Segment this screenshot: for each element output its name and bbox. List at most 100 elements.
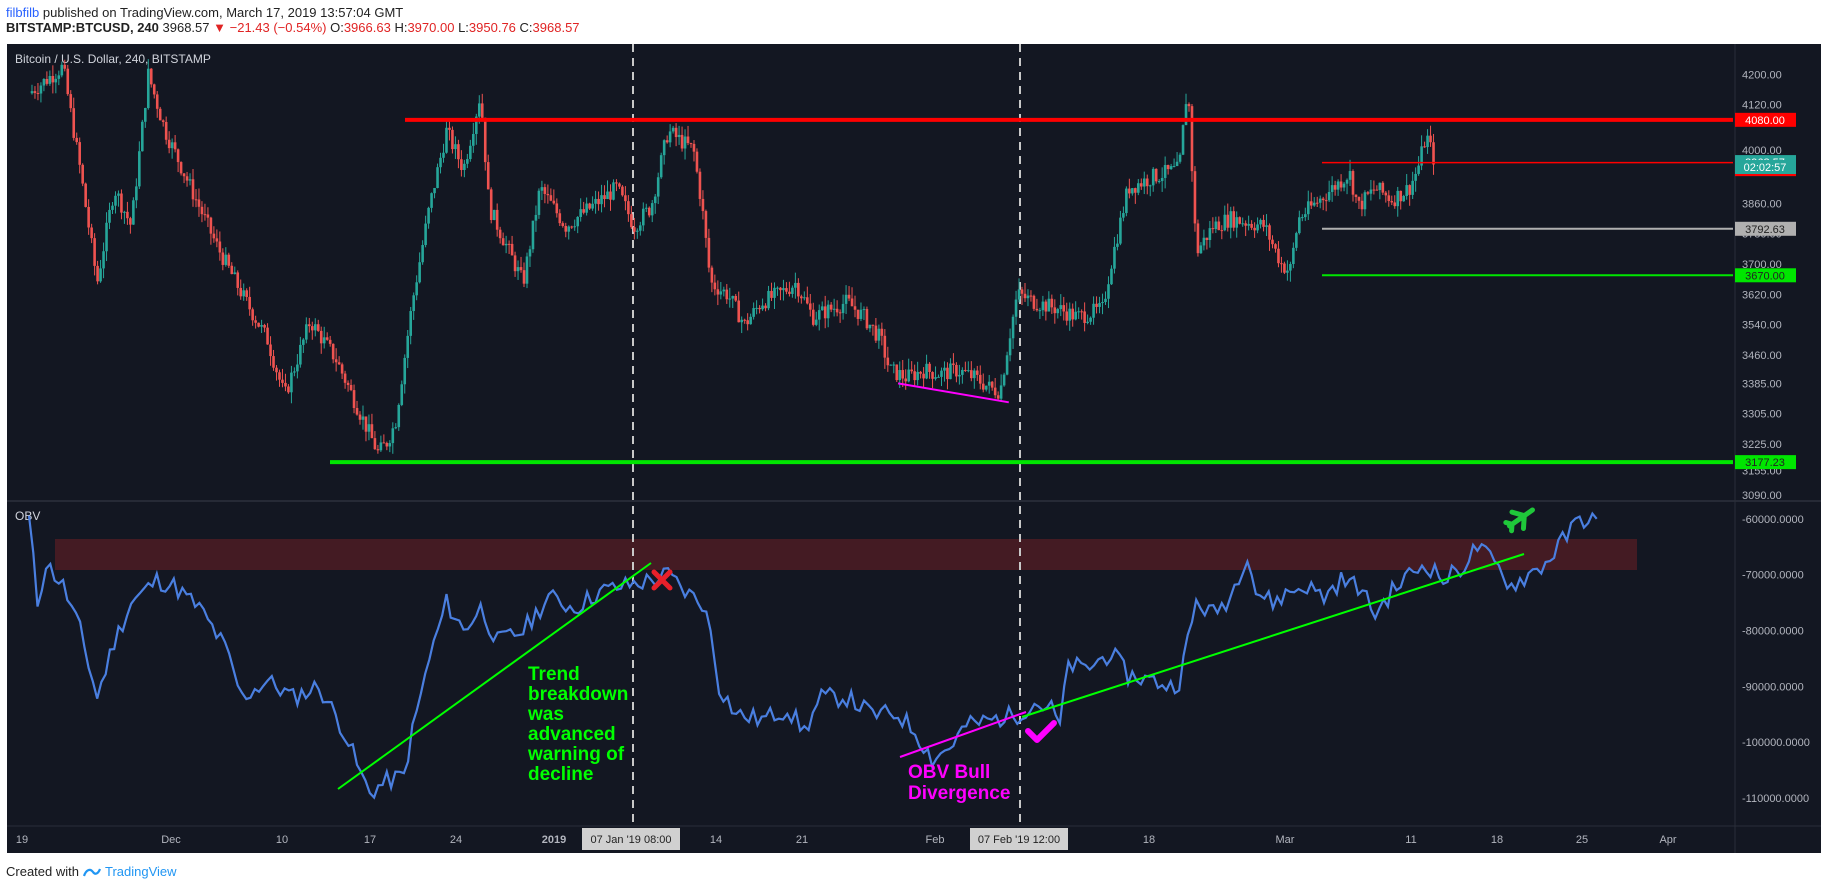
candle bbox=[895, 364, 899, 382]
candle-body bbox=[641, 208, 645, 226]
high-value: 3970.00 bbox=[407, 20, 455, 35]
candle-body bbox=[191, 179, 195, 200]
candle bbox=[60, 61, 64, 78]
candle bbox=[513, 251, 517, 277]
candle bbox=[698, 168, 702, 207]
candle bbox=[668, 124, 672, 148]
candle-body bbox=[820, 306, 824, 311]
last-price: 3968.57 bbox=[162, 20, 210, 35]
candle-body bbox=[278, 372, 281, 380]
candle bbox=[949, 358, 952, 380]
candle bbox=[421, 240, 424, 265]
candle bbox=[188, 173, 192, 186]
candle bbox=[1166, 164, 1170, 175]
candle bbox=[615, 179, 618, 192]
candle-body bbox=[537, 190, 541, 215]
candle-body bbox=[352, 390, 356, 408]
candle bbox=[1306, 190, 1310, 220]
obv-trendline-2018 bbox=[337, 562, 652, 790]
cursor-label-text: 07 Jan '19 08:00 bbox=[590, 834, 671, 846]
candle bbox=[200, 201, 204, 223]
candle bbox=[725, 284, 729, 304]
candle bbox=[555, 198, 559, 218]
candle bbox=[1303, 207, 1307, 221]
candle bbox=[546, 184, 550, 204]
candle-body bbox=[1074, 311, 1077, 320]
candle-body bbox=[66, 68, 70, 95]
candle-body bbox=[197, 199, 201, 207]
candle-body bbox=[1241, 223, 1244, 225]
candle-body bbox=[436, 167, 439, 188]
candle bbox=[454, 136, 457, 159]
candle-body bbox=[1265, 225, 1268, 227]
author-link[interactable]: filbfilb bbox=[6, 5, 40, 20]
time-tick-label: 25 bbox=[1576, 834, 1588, 846]
candle bbox=[334, 348, 338, 372]
candle-body bbox=[194, 199, 198, 201]
candle-body bbox=[1280, 263, 1283, 265]
candle-body bbox=[516, 267, 520, 272]
candle-body bbox=[248, 296, 251, 310]
candle bbox=[606, 180, 609, 200]
candle-body bbox=[57, 75, 61, 79]
candle-body bbox=[680, 134, 684, 149]
candle-body bbox=[868, 324, 872, 329]
candle bbox=[1423, 141, 1426, 148]
candle-body bbox=[621, 186, 624, 196]
candle bbox=[1205, 237, 1209, 250]
candle-body bbox=[716, 289, 720, 295]
candle-body bbox=[1345, 179, 1349, 184]
candle bbox=[418, 252, 421, 284]
candle bbox=[704, 209, 708, 248]
candle-body bbox=[1414, 173, 1417, 181]
candle bbox=[1318, 195, 1322, 209]
candle-body bbox=[552, 200, 556, 204]
publish-info: published on TradingView.com, March 17, … bbox=[42, 5, 404, 20]
candle bbox=[582, 201, 585, 215]
tradingview-brand[interactable]: TradingView bbox=[104, 864, 177, 879]
candle bbox=[609, 184, 612, 211]
candle-body bbox=[1220, 230, 1224, 232]
candle bbox=[170, 138, 174, 159]
candle bbox=[427, 206, 430, 229]
candle bbox=[1286, 260, 1289, 281]
candle-body bbox=[1408, 185, 1411, 195]
candle bbox=[260, 319, 263, 334]
candle bbox=[993, 378, 997, 399]
candle bbox=[135, 178, 138, 209]
candle bbox=[1092, 296, 1095, 325]
candle-body bbox=[832, 308, 836, 310]
candle bbox=[1032, 294, 1036, 311]
candle bbox=[522, 262, 526, 288]
candle-body bbox=[1139, 183, 1143, 187]
candle-body bbox=[1160, 177, 1164, 182]
candle-body bbox=[93, 238, 96, 266]
candle bbox=[859, 302, 863, 322]
candle-body bbox=[758, 307, 761, 310]
candle-body bbox=[725, 289, 729, 300]
countdown-badge: 02:02:57 bbox=[1735, 160, 1796, 174]
candle-body bbox=[495, 209, 499, 230]
candle bbox=[1113, 236, 1116, 274]
candle bbox=[51, 65, 55, 94]
candle bbox=[782, 279, 785, 301]
candle bbox=[179, 161, 183, 176]
time-tick-label: 10 bbox=[276, 834, 288, 846]
candle bbox=[907, 358, 910, 383]
time-tick-label: 11 bbox=[1405, 834, 1416, 846]
candle-body bbox=[576, 216, 579, 227]
candle bbox=[99, 259, 102, 283]
candle bbox=[1289, 261, 1292, 282]
candle-body bbox=[981, 383, 985, 390]
candle bbox=[880, 322, 884, 346]
candle bbox=[302, 338, 305, 353]
candle bbox=[72, 97, 76, 141]
candle bbox=[48, 70, 52, 86]
candle-body bbox=[1050, 298, 1054, 308]
candle-body bbox=[814, 319, 818, 325]
candle bbox=[692, 140, 696, 162]
candle-body bbox=[1375, 189, 1379, 191]
candle-body bbox=[272, 356, 275, 368]
candle-body bbox=[525, 256, 529, 284]
